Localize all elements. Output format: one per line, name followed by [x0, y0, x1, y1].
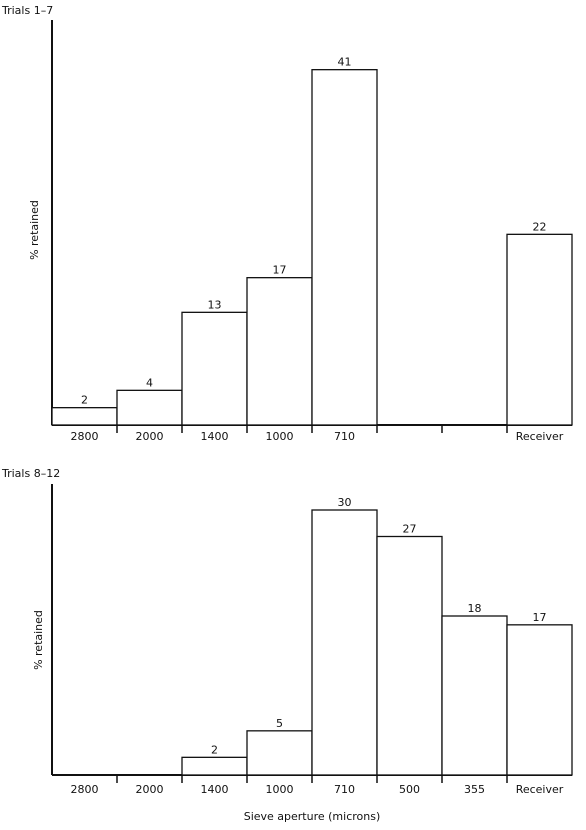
data-label-0-2: 13 [208, 298, 222, 311]
tick-label-1-6: 355 [464, 783, 485, 796]
tick-label-0-1: 2000 [136, 430, 164, 443]
tick-label-0-4: 710 [334, 430, 355, 443]
bar-0-4 [311, 69, 378, 426]
y-axis-label: % retained [28, 200, 41, 260]
bar-1-6 [441, 615, 508, 776]
bar-0-2 [181, 311, 248, 426]
data-label-0-4: 41 [338, 56, 352, 69]
data-label-1-4: 30 [338, 496, 352, 509]
tick-label-1-3: 1000 [266, 783, 294, 796]
bar-1-7 [506, 624, 573, 776]
x-axis-label: Sieve aperture (microns) [244, 810, 381, 823]
bar-0-0 [51, 407, 118, 426]
tick-label-1-2: 1400 [201, 783, 229, 796]
tick-label-0-7: Receiver [516, 430, 564, 443]
tick-label-1-0: 2800 [71, 783, 99, 796]
chart-trials-8-12: Trials 8–12 % retained 2800 2000 2 1400 5 100… [1, 467, 573, 823]
data-label-0-0: 2 [81, 394, 88, 407]
bar-1-2 [181, 756, 248, 776]
bar-series: 2 2800 4 2000 13 1400 17 1000 41 710 22 Receiver [51, 56, 573, 443]
bar-series: 2800 2000 2 1400 5 1000 30 710 27 500 18 355 17 Recei… [71, 496, 573, 796]
data-label-1-2: 2 [211, 743, 218, 756]
tick-label-0-0: 2800 [71, 430, 99, 443]
tick-label-0-3: 1000 [266, 430, 294, 443]
tick-label-0-2: 1400 [201, 430, 229, 443]
chart-trials-1-7: Trials 1–7 % retained 2 2800 4 2000 13 1400 17… [1, 4, 573, 443]
tick-label-1-5: 500 [399, 783, 420, 796]
y-axis-label: % retained [32, 610, 45, 670]
tick-label-1-4: 710 [334, 783, 355, 796]
tick-label-1-1: 2000 [136, 783, 164, 796]
bar-0-1 [116, 389, 183, 426]
bar-1-3 [246, 730, 313, 776]
bar-1-5 [376, 535, 443, 776]
data-label-1-3: 5 [276, 717, 283, 730]
data-label-1-6: 18 [468, 602, 482, 615]
chart-title: Trials 1–7 [1, 4, 53, 17]
data-label-1-7: 17 [533, 611, 547, 624]
tick-label-1-7: Receiver [516, 783, 564, 796]
data-label-0-3: 17 [273, 264, 287, 277]
chart-title: Trials 8–12 [1, 467, 60, 480]
bar-0-3 [246, 277, 313, 426]
data-label-1-5: 27 [403, 523, 417, 536]
data-label-0-7: 22 [533, 220, 547, 233]
bar-1-4 [311, 509, 378, 776]
data-label-0-1: 4 [146, 376, 153, 389]
bar-0-7 [506, 233, 573, 426]
